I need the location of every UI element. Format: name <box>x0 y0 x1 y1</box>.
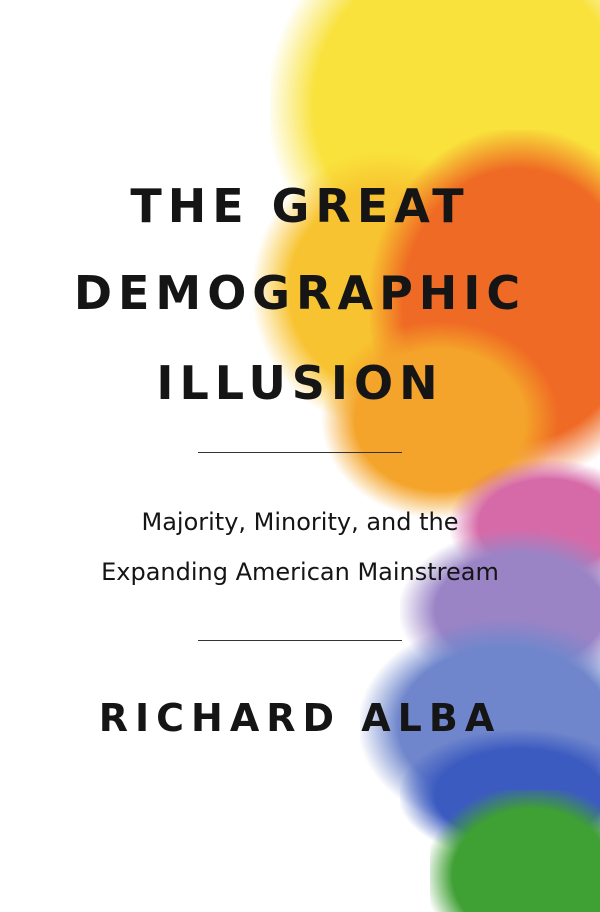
subtitle-line-1: Majority, Minority, and the <box>141 508 459 536</box>
author-name: RICHARD ALBA <box>98 696 502 740</box>
subtitle-line-2: Expanding American Mainstream <box>101 558 499 586</box>
title-line-2: DEMOGRAPHIC <box>73 266 527 320</box>
paint-green <box>430 790 600 912</box>
title-line-3: ILLUSION <box>156 356 444 410</box>
title-line-1: THE GREAT <box>130 179 470 233</box>
divider-bottom <box>198 640 402 641</box>
divider-top <box>198 452 402 453</box>
